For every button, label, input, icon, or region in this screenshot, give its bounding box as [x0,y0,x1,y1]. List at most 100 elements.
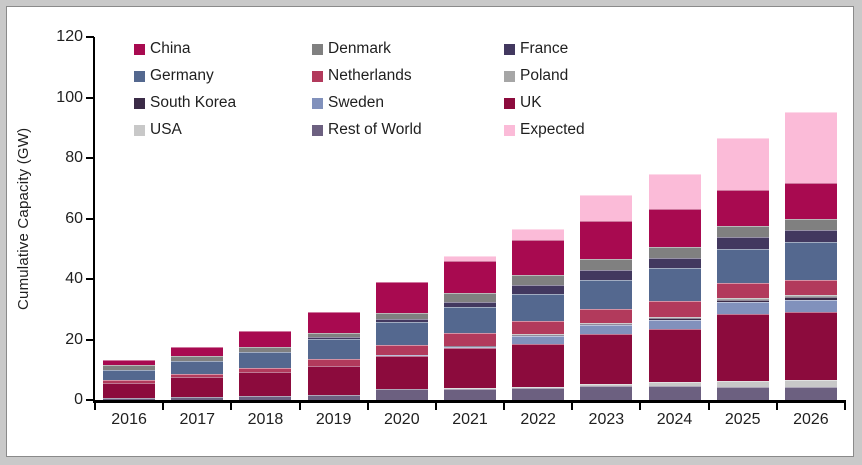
bar-segment-sweden [444,346,496,348]
bar-segment-china [171,347,224,357]
bar-segment-sweden [716,301,769,314]
x-tick-mark [707,403,710,410]
bar-segment-usa [444,387,496,389]
y-tick-mark [86,96,94,99]
bar-segment-germany [648,268,701,302]
bar-segment-france [580,270,633,280]
bar-segment-denmark [239,347,292,352]
x-tick-mark [366,403,369,410]
y-axis-line [93,37,95,403]
bar-segment-usa [512,386,565,388]
bar-segment-netherlands [307,358,360,366]
x-axis-label-2019: 2019 [315,411,352,428]
bar-segment-uk [103,383,156,398]
bar-segment-poland [784,295,837,298]
bar-segment-rest-of-world [784,387,837,400]
bar-segment-poland [716,298,769,300]
bar-segment-rest-of-world [307,395,360,400]
bar-segment-germany [307,338,360,359]
bar-segment-rest-of-world [648,386,701,400]
bar-segment-uk [171,377,224,398]
bar-segment-sweden [171,376,224,378]
bar-segment-poland [512,334,565,336]
x-axis-label-2018: 2018 [247,411,284,428]
bar-segment-rest-of-world [171,397,224,400]
bar-segment-expected [444,256,496,261]
bar-segment-sweden [307,365,360,367]
bar-segment-china [512,240,565,276]
bar-segment-rest-of-world [239,396,292,400]
bar-segment-uk [444,347,496,388]
bar-segment-france [648,258,701,269]
x-axis-label-2022: 2022 [520,411,556,428]
x-tick-mark [503,403,506,410]
x-tick-mark [571,403,574,410]
y-tick-label: 0 [74,391,83,408]
y-tick-mark [86,399,94,401]
bar-segment-usa [580,383,633,387]
x-axis-label-2023: 2023 [588,411,625,428]
bar-segment-uk [580,334,633,384]
x-axis-label-2016: 2016 [111,411,147,428]
y-tick-mark [86,217,94,220]
bar-segment-uk [239,372,292,397]
bar-segment-south-korea [512,335,565,336]
y-tick-mark [86,36,94,38]
x-axis-line [93,400,846,403]
y-tick-label: 80 [65,149,83,166]
x-tick-mark [775,403,778,410]
bar-segment-rest-of-world [580,386,633,400]
bar-segment-poland [648,316,701,318]
bar-segment-denmark [580,259,633,270]
bar-segment-germany [580,279,633,309]
bar-segment-netherlands [784,279,837,296]
bar-segment-rest-of-world [375,389,428,400]
bar-segment-germany [103,369,156,380]
bar-segment-china [307,312,360,333]
x-axis-label-2024: 2024 [656,411,693,428]
bar-segment-usa [375,388,428,390]
bar-segment-uk [648,329,701,383]
bar-group-2024 [648,173,701,400]
bar-group-2018 [239,330,292,400]
bar-segment-expected [580,195,633,222]
bar-segment-denmark [444,293,496,303]
bar-segment-china [648,208,701,248]
bar-segment-usa [648,382,701,387]
bar-segment-south-korea [580,323,633,326]
x-tick-mark [844,403,846,410]
bar-segment-denmark [716,226,769,238]
bar-segment-germany [375,322,428,345]
bar-segment-denmark [784,219,837,231]
bar-group-2017 [171,347,224,400]
bar-segment-germany [444,307,496,334]
x-tick-mark [162,403,165,410]
bar-segment-expected [716,138,769,191]
bar-group-2023 [580,195,633,400]
bar-segment-usa [784,379,837,388]
bar-segment-uk [375,355,428,389]
bar-segment-france [444,302,496,308]
y-tick-label: 120 [56,28,83,45]
y-axis-title: Cumulative Capacity (GW) [15,127,32,310]
x-tick-mark [434,403,437,410]
bar-segment-uk [307,366,360,395]
x-axis-label-2020: 2020 [384,411,420,428]
x-axis-label-2017: 2017 [179,411,216,428]
bar-segment-netherlands [239,367,292,372]
bar-segment-germany [171,360,224,374]
bar-segment-netherlands [171,373,224,377]
bar-segment-south-korea [716,299,769,302]
x-tick-mark [94,403,96,410]
bar-segment-netherlands [103,379,156,383]
x-tick-mark [298,403,301,410]
bar-segment-germany [239,351,292,368]
bar-segment-france [512,285,565,295]
bar-segment-china [239,330,292,348]
bar-segment-usa [716,381,769,388]
bar-group-2026 [784,112,837,400]
x-tick-mark [230,403,233,410]
bar-segment-netherlands [580,308,633,323]
bar-segment-sweden [103,382,156,384]
